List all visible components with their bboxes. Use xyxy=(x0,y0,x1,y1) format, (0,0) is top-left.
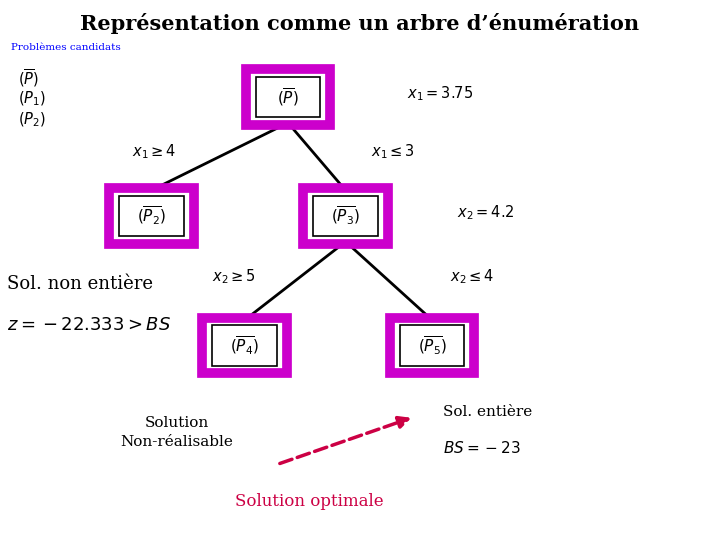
FancyBboxPatch shape xyxy=(313,195,378,237)
FancyBboxPatch shape xyxy=(212,325,277,366)
Text: $x_2 \geq 5$: $x_2 \geq 5$ xyxy=(212,268,256,286)
Text: $x_2 \leq 4$: $x_2 \leq 4$ xyxy=(450,268,495,286)
Text: $(P_2)$: $(P_2)$ xyxy=(18,111,46,129)
Text: $(\overline{P_5})$: $(\overline{P_5})$ xyxy=(418,334,446,357)
FancyBboxPatch shape xyxy=(109,188,194,244)
FancyBboxPatch shape xyxy=(119,195,184,237)
Text: Solution
Non-réalisable: Solution Non-réalisable xyxy=(120,416,233,449)
FancyBboxPatch shape xyxy=(202,318,287,374)
Text: $BS = -23$: $BS = -23$ xyxy=(443,440,521,456)
FancyBboxPatch shape xyxy=(390,318,474,374)
Text: $(\overline{P_3})$: $(\overline{P_3})$ xyxy=(331,205,360,227)
Text: $(\overline{P})$: $(\overline{P})$ xyxy=(18,68,39,89)
Text: $x_1 = 3.75$: $x_1 = 3.75$ xyxy=(407,84,473,103)
FancyBboxPatch shape xyxy=(246,70,330,125)
Text: $(P_1)$: $(P_1)$ xyxy=(18,89,46,107)
Text: $(\overline{P_2})$: $(\overline{P_2})$ xyxy=(137,205,166,227)
Text: $z = -22.333 > BS$: $z = -22.333 > BS$ xyxy=(7,316,171,334)
Text: $x_1 \leq 3$: $x_1 \leq 3$ xyxy=(371,142,415,160)
Text: Représentation comme un arbre d’énumération: Représentation comme un arbre d’énumérat… xyxy=(81,14,639,35)
FancyBboxPatch shape xyxy=(256,77,320,117)
Text: $x_1 \geq 4$: $x_1 \geq 4$ xyxy=(132,142,176,160)
Text: Problèmes candidats: Problèmes candidats xyxy=(11,43,120,52)
FancyBboxPatch shape xyxy=(400,325,464,366)
Text: Sol. non entière: Sol. non entière xyxy=(7,275,153,293)
Text: $(\overline{P})$: $(\overline{P})$ xyxy=(277,86,299,108)
Text: $(\overline{P_4})$: $(\overline{P_4})$ xyxy=(230,334,259,357)
FancyBboxPatch shape xyxy=(303,188,388,244)
Text: Solution optimale: Solution optimale xyxy=(235,494,384,510)
Text: $x_2 = 4.2$: $x_2 = 4.2$ xyxy=(457,203,514,221)
Text: Sol. entière: Sol. entière xyxy=(443,405,532,419)
